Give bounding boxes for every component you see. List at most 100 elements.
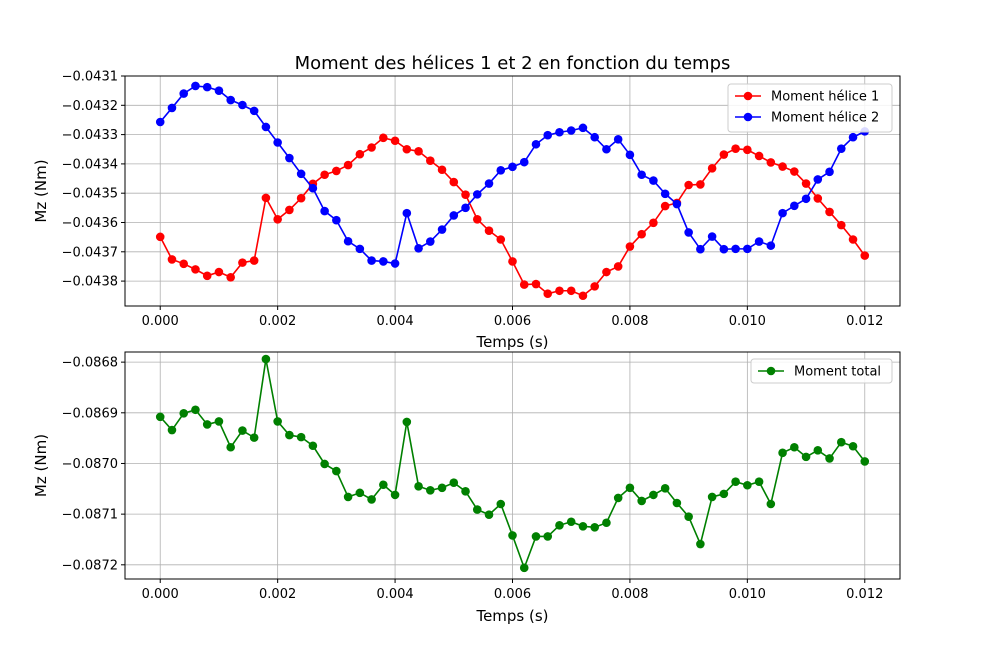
data-point [355,149,365,159]
data-point [332,215,341,225]
data-point [848,441,858,451]
data-point [496,235,506,244]
data-point [191,405,200,415]
data-point [508,531,517,540]
data-point [684,228,693,237]
data-point [719,244,729,254]
data-point [414,481,423,491]
data-point [461,487,470,496]
data-point [155,232,165,242]
data-point [743,145,752,155]
data-point [249,433,259,442]
data-point [367,495,376,504]
data-point [754,237,764,246]
data-point [167,103,177,113]
data-point [743,244,752,254]
plot-frame [124,351,901,580]
data-point [813,194,823,203]
data-point [285,430,294,440]
data-point [825,207,834,217]
x-tick-label: 0.012 [846,587,883,602]
data-point [414,243,423,253]
legend-box [750,358,893,384]
data-point [191,265,200,274]
data-point [590,282,599,291]
data-point [472,214,482,224]
legend-box [727,83,893,133]
data-point [637,229,646,239]
data-point [285,205,294,215]
x-tick-label: 0.012 [846,314,883,329]
data-point [426,156,435,165]
y-tick-label: −0.0868 [62,356,118,371]
data-point [566,286,576,296]
data-point [449,177,459,187]
data-point [249,256,259,265]
data-point [437,483,447,493]
data-point [860,251,870,260]
data-point [825,167,834,177]
data-point [778,208,787,218]
data-point [343,236,353,246]
data-point [731,144,740,153]
data-point [613,262,623,271]
data-point [754,151,764,161]
data-point [414,146,423,156]
data-point [719,489,729,499]
data-point [825,454,834,463]
data-point [238,258,247,267]
legend-swatch-marker [766,366,776,376]
data-point [543,532,553,541]
data-point [836,437,846,447]
data-point [566,517,576,527]
data-point [508,257,517,266]
y-tick-label: −0.0431 [62,70,118,85]
data-point [472,190,482,199]
data-point [578,291,588,301]
data-point [790,167,799,176]
chart-title: Moment des hélices 1 et 2 en fonction du… [295,53,731,74]
data-point [426,486,435,495]
data-point [860,457,870,466]
data-point [555,286,564,296]
y-tick-label: −0.0871 [62,508,118,523]
data-point [543,289,553,298]
data-point [355,488,365,498]
data-point [496,166,506,175]
data-point [390,490,400,500]
data-point [367,256,376,265]
x-tick-label: 0.000 [142,314,179,329]
data-point [496,499,506,509]
data-point [731,244,740,254]
x-tick-label: 0.006 [494,314,531,329]
data-point [402,144,412,154]
data-point [226,272,235,282]
data-point [261,122,271,132]
legend-label: Moment hélice 2 [771,111,879,126]
data-point [754,477,764,487]
data-point [379,257,388,266]
data-point [332,166,341,176]
legend-swatch-marker [743,91,753,101]
data-point [402,208,412,218]
data-point [707,492,717,502]
data-point [731,477,740,487]
data-point [519,157,529,167]
data-point [155,117,165,127]
x-tick-label: 0.010 [729,314,766,329]
data-point [379,133,388,143]
data-point [261,354,271,364]
data-point [801,179,811,188]
data-point [531,139,541,149]
x-tick-label: 0.004 [376,587,413,602]
data-point [355,244,365,254]
y-axis-label: Mz (Nm) [32,159,50,222]
data-point [238,426,247,435]
data-point [320,170,329,180]
data-point [790,201,799,211]
y-tick-label: −0.0438 [62,275,118,290]
data-point [531,279,541,289]
data-point [672,498,682,508]
data-point [766,241,776,250]
data-point [672,199,682,209]
